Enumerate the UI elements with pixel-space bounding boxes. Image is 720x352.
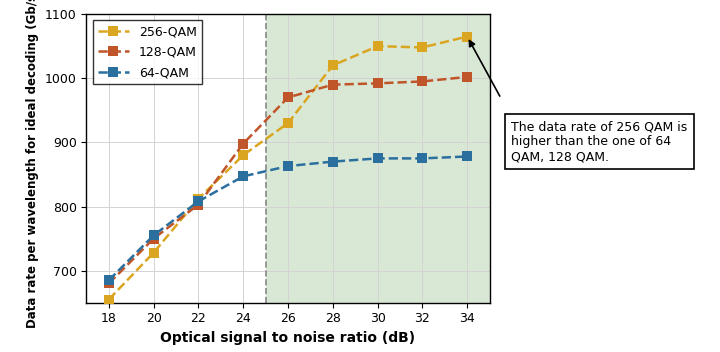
64-QAM [239, 174, 248, 178]
128-QAM [104, 281, 113, 285]
256-QAM [104, 297, 113, 302]
256-QAM [194, 197, 203, 201]
256-QAM [373, 44, 382, 48]
64-QAM [284, 164, 292, 168]
256-QAM [149, 251, 158, 255]
64-QAM [194, 199, 203, 203]
128-QAM [149, 237, 158, 241]
64-QAM [149, 233, 158, 238]
Y-axis label: Data rate per wavelength for ideal decoding (Gb/s): Data rate per wavelength for ideal decod… [26, 0, 40, 328]
64-QAM [418, 156, 427, 161]
64-QAM [104, 278, 113, 282]
Line: 256-QAM: 256-QAM [104, 32, 472, 304]
128-QAM [373, 81, 382, 86]
128-QAM [239, 142, 248, 146]
256-QAM [239, 153, 248, 157]
Line: 64-QAM: 64-QAM [104, 152, 472, 285]
128-QAM [328, 82, 337, 87]
256-QAM [328, 63, 337, 68]
128-QAM [284, 95, 292, 100]
256-QAM [463, 34, 472, 39]
64-QAM [463, 155, 472, 159]
Line: 128-QAM: 128-QAM [104, 72, 472, 288]
Bar [266, 14, 490, 303]
128-QAM [194, 202, 203, 207]
64-QAM [373, 156, 382, 161]
Text: The data rate of 256 QAM is
higher than the one of 64
QAM, 128 QAM.: The data rate of 256 QAM is higher than … [511, 120, 688, 163]
128-QAM [418, 79, 427, 83]
64-QAM [328, 159, 337, 164]
Legend: 256-QAM, 128-QAM, 64-QAM: 256-QAM, 128-QAM, 64-QAM [93, 20, 202, 84]
256-QAM [284, 121, 292, 125]
128-QAM [463, 75, 472, 79]
X-axis label: Optical signal to noise ratio (dB): Optical signal to noise ratio (dB) [161, 331, 415, 345]
256-QAM [418, 45, 427, 50]
